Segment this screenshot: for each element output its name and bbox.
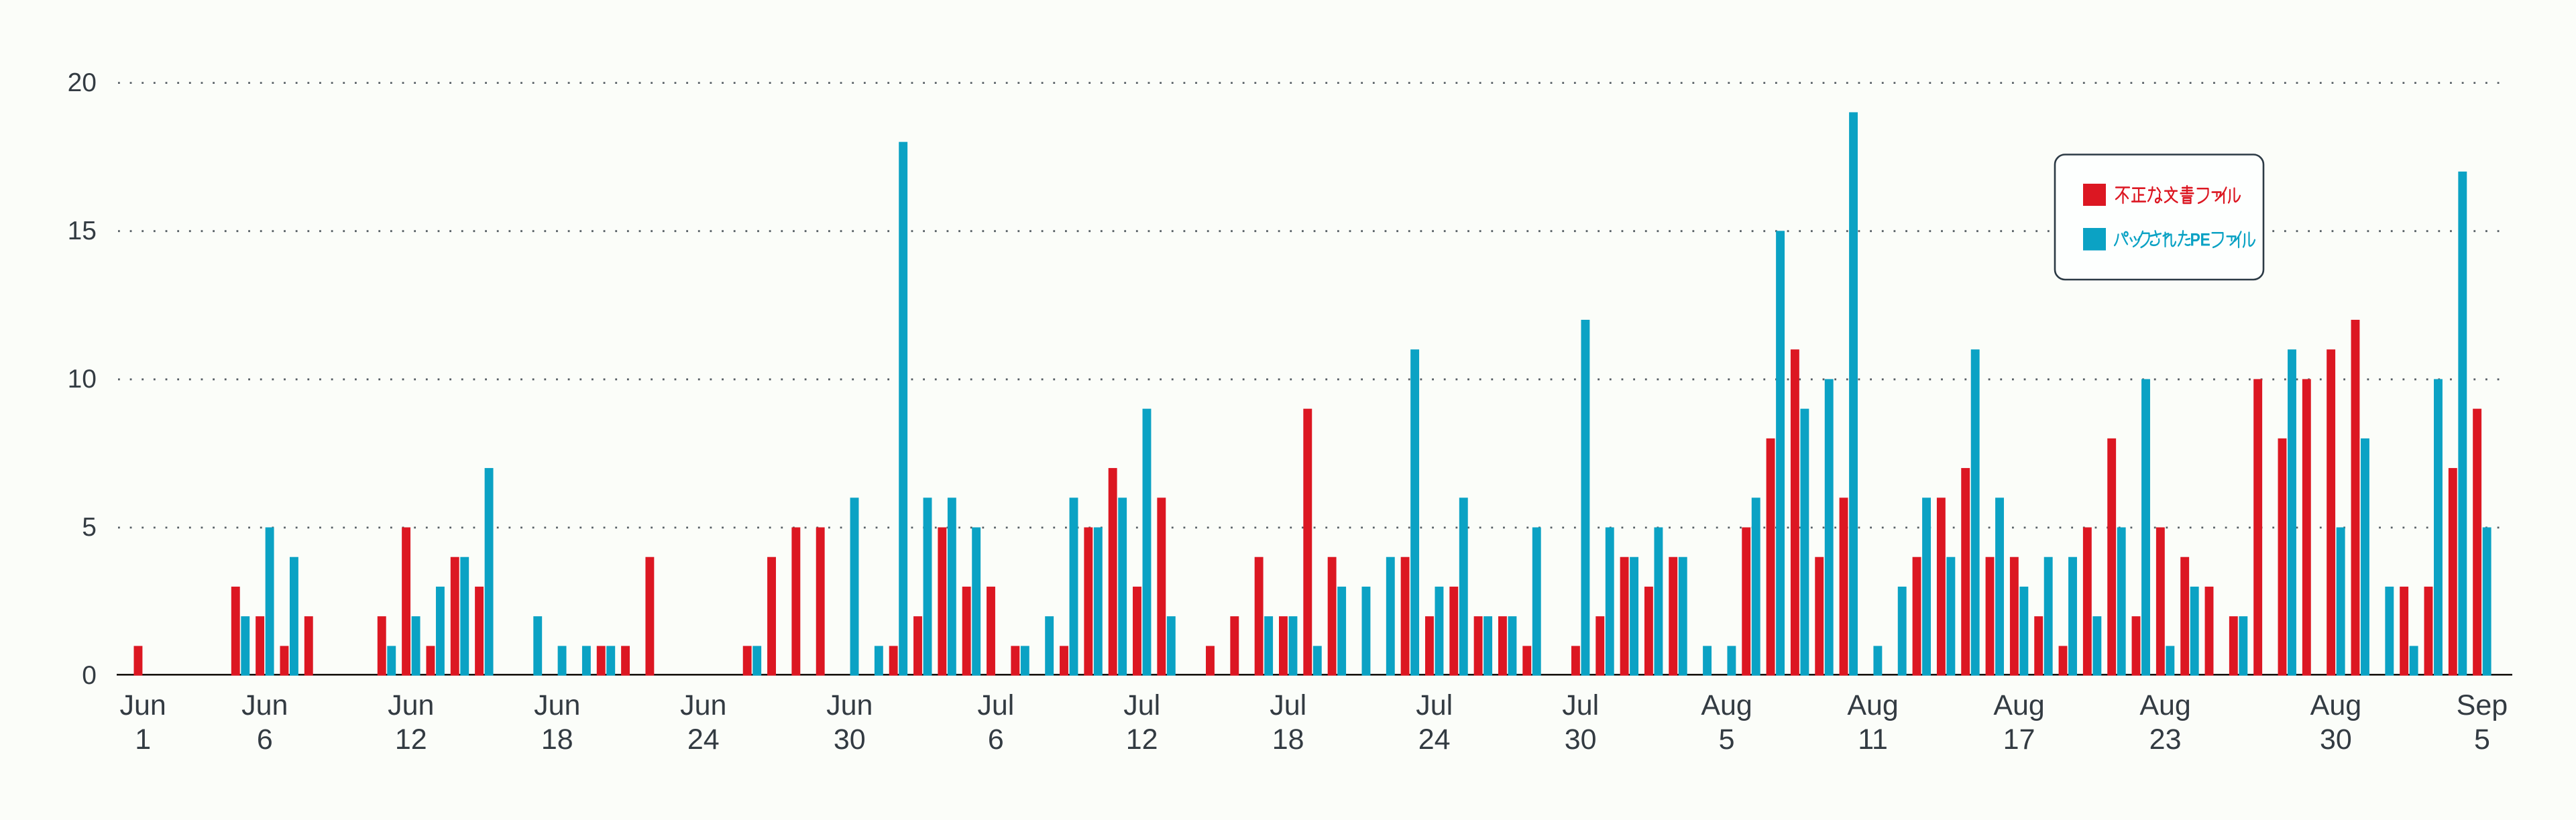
svg-text:Jul: Jul (1270, 689, 1306, 721)
svg-text:Jul: Jul (1123, 689, 1160, 721)
svg-text:P: P (2190, 230, 2200, 250)
svg-text:18: 18 (541, 723, 573, 756)
svg-text:Aug: Aug (1701, 689, 1752, 721)
svg-text:23: 23 (2149, 723, 2182, 756)
svg-text:Aug: Aug (1847, 689, 1899, 721)
svg-text:Jun: Jun (680, 689, 726, 721)
svg-text:Jul: Jul (977, 689, 1014, 721)
svg-text:Jun: Jun (826, 689, 873, 721)
svg-text:Aug: Aug (2139, 689, 2191, 721)
svg-text:1: 1 (135, 723, 151, 756)
svg-text:E: E (2200, 230, 2210, 250)
svg-text:5: 5 (2474, 723, 2490, 756)
svg-text:11: 11 (1858, 723, 1888, 756)
svg-text:15: 15 (68, 217, 97, 245)
svg-text:Jun: Jun (534, 689, 580, 721)
svg-text:30: 30 (1565, 723, 1597, 756)
svg-text:20: 20 (68, 68, 97, 97)
svg-text:10: 10 (68, 365, 97, 394)
svg-text:6: 6 (988, 723, 1004, 756)
svg-text:5: 5 (1719, 723, 1735, 756)
svg-text:Aug: Aug (2310, 689, 2362, 721)
svg-text:Jul: Jul (1416, 689, 1453, 721)
svg-text:0: 0 (82, 661, 97, 690)
svg-text:Sep: Sep (2457, 689, 2508, 721)
svg-text:12: 12 (395, 723, 427, 756)
svg-text:Jun: Jun (241, 689, 288, 721)
svg-text:18: 18 (1272, 723, 1304, 756)
svg-text:6: 6 (257, 723, 273, 756)
svg-text:Jun: Jun (388, 689, 434, 721)
svg-text:24: 24 (687, 723, 720, 756)
svg-text:12: 12 (1126, 723, 1158, 756)
svg-text:Aug: Aug (1993, 689, 2045, 721)
svg-text:Jul: Jul (1562, 689, 1599, 721)
svg-text:17: 17 (2003, 723, 2035, 756)
svg-text:24: 24 (1418, 723, 1451, 756)
svg-text:5: 5 (82, 513, 97, 542)
svg-text:30: 30 (2320, 723, 2352, 756)
svg-text:30: 30 (834, 723, 866, 756)
svg-text:Jun: Jun (120, 689, 166, 721)
